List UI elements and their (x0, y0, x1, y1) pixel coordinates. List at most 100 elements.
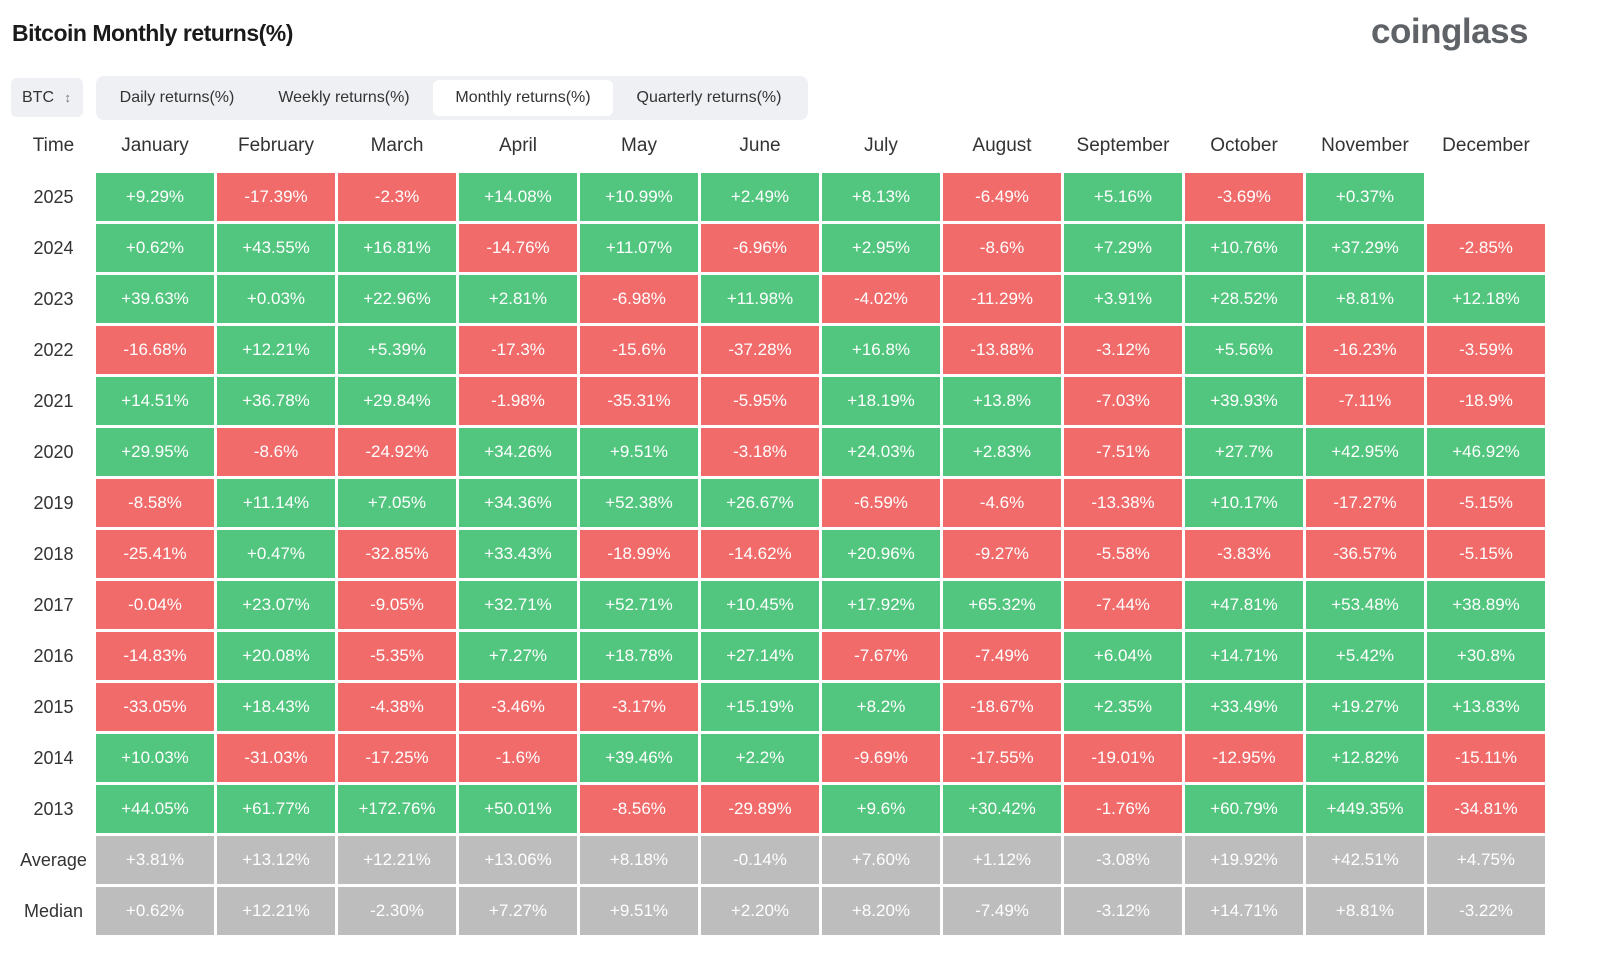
return-cell: -17.25% (338, 734, 456, 782)
return-cell: +7.05% (338, 479, 456, 527)
return-cell: +15.19% (701, 683, 819, 731)
return-cell: -35.31% (580, 377, 698, 425)
return-cell: -6.59% (822, 479, 940, 527)
return-cell: +24.03% (822, 428, 940, 476)
return-cell: +37.29% (1306, 224, 1424, 272)
return-cell: +18.19% (822, 377, 940, 425)
return-cell: +52.38% (580, 479, 698, 527)
return-cell: +16.8% (822, 326, 940, 374)
return-cell: +11.07% (580, 224, 698, 272)
summary-cell: +0.62% (96, 887, 214, 935)
return-cell: -17.27% (1306, 479, 1424, 527)
return-cell: +10.03% (96, 734, 214, 782)
logo[interactable]: coinglass (1371, 12, 1528, 51)
return-cell: +9.29% (96, 173, 214, 221)
return-cell: -5.95% (701, 377, 819, 425)
tab[interactable]: Daily returns(%) (119, 89, 235, 106)
return-cell: +7.27% (459, 632, 577, 680)
return-cell: -8.6% (943, 224, 1061, 272)
return-cell: +8.81% (1306, 275, 1424, 323)
column-header: August (972, 135, 1032, 156)
return-cell: +33.49% (1185, 683, 1303, 731)
summary-cell: +2.20% (701, 887, 819, 935)
return-cell: +8.2% (822, 683, 940, 731)
return-cell: +2.49% (701, 173, 819, 221)
return-cell: -3.17% (580, 683, 698, 731)
return-cell: +60.79% (1185, 785, 1303, 833)
summary-cell: +8.18% (580, 836, 698, 884)
column-header: May (621, 135, 657, 156)
return-cell: +28.52% (1185, 275, 1303, 323)
return-cell: +5.42% (1306, 632, 1424, 680)
return-cell: -6.98% (580, 275, 698, 323)
return-cell: -2.85% (1427, 224, 1545, 272)
tab[interactable]: Monthly returns(%) (433, 80, 613, 116)
return-cell: +53.48% (1306, 581, 1424, 629)
row-label: Average (20, 850, 87, 870)
summary-cell: -7.49% (943, 887, 1061, 935)
column-header: September (1076, 135, 1170, 156)
return-cell: +61.77% (217, 785, 335, 833)
return-cell: +2.35% (1064, 683, 1182, 731)
return-cell: +34.36% (459, 479, 577, 527)
return-cell: -6.49% (943, 173, 1061, 221)
return-cell: +12.82% (1306, 734, 1424, 782)
summary-cell: +19.92% (1185, 836, 1303, 884)
return-cell: -16.68% (96, 326, 214, 374)
return-cell: +46.92% (1427, 428, 1545, 476)
return-cell: +2.2% (701, 734, 819, 782)
return-cell: -11.29% (943, 275, 1061, 323)
tab-bar: Daily returns(%) Weekly returns(%) Monthly… (96, 76, 808, 120)
return-cell: +14.51% (96, 377, 214, 425)
return-cell: +172.76% (338, 785, 456, 833)
return-cell: -9.69% (822, 734, 940, 782)
return-cell: -1.6% (459, 734, 577, 782)
page-title: Bitcoin Monthly returns(%) (12, 20, 293, 46)
return-cell: +5.16% (1064, 173, 1182, 221)
return-cell: -12.95% (1185, 734, 1303, 782)
column-header: June (739, 135, 781, 156)
row-label: 2014 (33, 748, 74, 768)
return-cell: +14.08% (459, 173, 577, 221)
tab[interactable]: Weekly returns(%) (278, 89, 410, 106)
return-cell: +52.71% (580, 581, 698, 629)
summary-cell: -3.08% (1064, 836, 1182, 884)
summary-cell: +14.71% (1185, 887, 1303, 935)
return-cell: +18.43% (217, 683, 335, 731)
return-cell: +44.05% (96, 785, 214, 833)
row-label: Median (23, 901, 84, 921)
column-header: March (370, 135, 424, 156)
return-cell: -3.83% (1185, 530, 1303, 578)
return-cell: +12.21% (217, 326, 335, 374)
summary-cell: +7.27% (459, 887, 577, 935)
return-cell: -7.11% (1306, 377, 1424, 425)
return-cell: -7.49% (943, 632, 1061, 680)
return-cell: -7.67% (822, 632, 940, 680)
summary-cell: +1.12% (943, 836, 1061, 884)
summary-cell: +42.51% (1306, 836, 1424, 884)
return-cell: +5.56% (1185, 326, 1303, 374)
return-cell: -24.92% (338, 428, 456, 476)
return-cell: +3.91% (1064, 275, 1182, 323)
tab[interactable]: Quarterly returns(%) (636, 89, 782, 106)
row-header: Time (32, 135, 75, 156)
summary-cell: +13.12% (217, 836, 335, 884)
return-cell: -9.05% (338, 581, 456, 629)
return-cell: -14.83% (96, 632, 214, 680)
coin-selector[interactable]: BTC (11, 78, 83, 117)
return-cell: -18.99% (580, 530, 698, 578)
return-cell: -14.62% (701, 530, 819, 578)
return-cell: +8.13% (822, 173, 940, 221)
return-cell: +23.07% (217, 581, 335, 629)
return-cell: -0.04% (96, 581, 214, 629)
return-cell: -18.67% (943, 683, 1061, 731)
summary-cell: +8.20% (822, 887, 940, 935)
return-cell: -29.89% (701, 785, 819, 833)
summary-cell: +12.21% (217, 887, 335, 935)
return-cell: +12.18% (1427, 275, 1545, 323)
return-cell: +18.78% (580, 632, 698, 680)
return-cell: +43.55% (217, 224, 335, 272)
return-cell: -1.98% (459, 377, 577, 425)
column-header: December (1442, 135, 1530, 156)
return-cell: -7.51% (1064, 428, 1182, 476)
